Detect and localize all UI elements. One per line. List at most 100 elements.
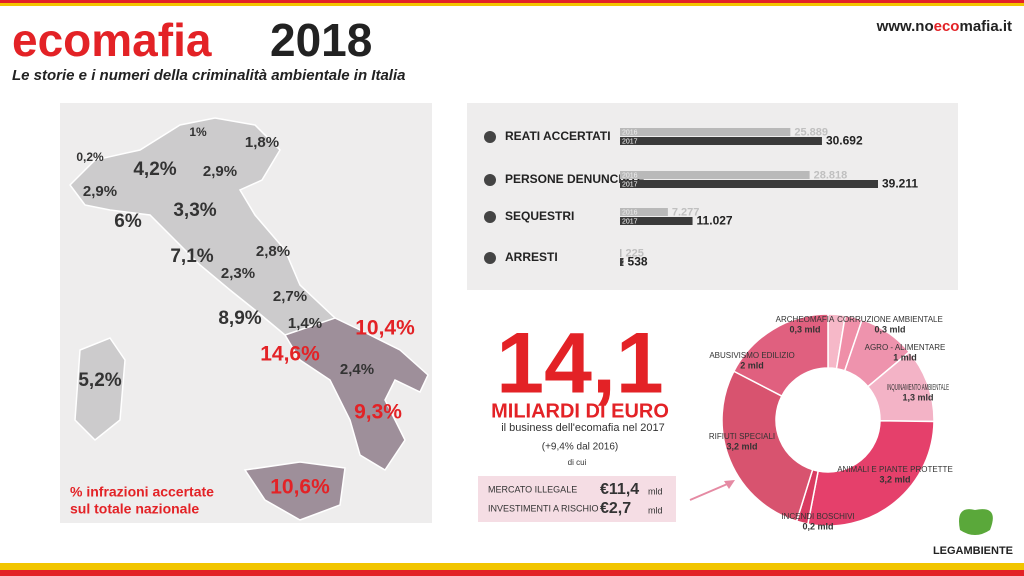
bar-2016 <box>620 171 810 179</box>
top-stripe-red <box>0 0 1024 3</box>
segment-value: 0,2 mld <box>802 521 833 531</box>
bar-value: 11.027 <box>697 214 733 228</box>
business-change: (+9,4% dal 2016) <box>542 442 618 453</box>
bar-value: 28.818 <box>814 169 848 181</box>
bar-value: 7.277 <box>672 206 700 218</box>
region-label: 7,1% <box>170 246 213 267</box>
segment-value: 0,3 mld <box>874 324 905 334</box>
segment-name: RIFIUTI SPECIALI <box>709 432 775 441</box>
region-label: 14,6% <box>260 343 320 366</box>
map-caption: sul totale nazionale <box>70 501 199 517</box>
bar-2017 <box>620 137 822 145</box>
bar-year: 2016 <box>622 129 638 136</box>
row-icon <box>484 131 496 143</box>
region-label: 1% <box>189 125 207 139</box>
region-label: 0,2% <box>76 150 104 164</box>
item-label: MERCATO ILLEGALE <box>488 484 577 494</box>
map-sicily <box>243 461 346 521</box>
bar-value: 25.889 <box>794 126 828 138</box>
region-label: 1,4% <box>288 315 322 332</box>
item-value: €2,7 <box>600 500 631 517</box>
segment-value: 3,2 mld <box>879 474 910 484</box>
business-di-cui: di cui <box>568 458 587 467</box>
region-label: 6% <box>114 211 142 232</box>
segment-name: INQUINAMENTO AMBIENTALE <box>887 383 949 392</box>
region-label: 4,2% <box>133 159 176 180</box>
arrow <box>689 481 733 501</box>
region-label: 2,3% <box>221 265 255 282</box>
title-a: ecomafia <box>12 14 212 66</box>
map-sardinia <box>74 337 126 442</box>
region-label: 9,3% <box>354 401 402 424</box>
segment-name: INCENDI BOSCHIVI <box>781 512 854 521</box>
business-amount: 14,1 <box>496 316 663 412</box>
region-label: 2,9% <box>83 183 117 200</box>
region-label: 5,2% <box>78 370 121 391</box>
url-part: eco <box>934 18 960 35</box>
bar-year: 2017 <box>622 218 638 225</box>
region-label: 2,9% <box>203 163 237 180</box>
item-value: €11,4 <box>600 481 639 498</box>
region-label: 1,8% <box>245 134 279 151</box>
bar-2016 <box>620 128 791 136</box>
logo-mark <box>959 509 993 535</box>
bar-value: 538 <box>628 255 648 269</box>
bar-year: 2016 <box>622 172 638 179</box>
segment-value: 0,3 mld <box>789 324 820 334</box>
row-label: PERSONE DENUNCIATE <box>505 172 645 186</box>
bar-value: 39.211 <box>882 177 918 191</box>
segment-value: 1 mld <box>893 352 917 362</box>
url: www.noecomafia.it <box>876 18 1012 35</box>
segment-name: ARCHEOMAFIA <box>776 315 835 324</box>
subtitle: Le storie e i numeri della criminalità a… <box>12 67 405 84</box>
row-icon <box>484 252 496 264</box>
bar-year: 2017 <box>622 259 638 266</box>
item-unit: mld <box>648 486 663 496</box>
segment-value: 1,3 mld <box>902 392 933 402</box>
map-caption: % infrazioni accertate <box>70 484 214 500</box>
segment-name: CORRUZIONE AMBIENTALE <box>837 315 943 324</box>
segment-name: ABUSIVISMO EDILIZIO <box>709 351 794 360</box>
item-label: INVESTIMENTI A RISCHIO <box>488 503 599 513</box>
item-unit: mld <box>648 505 663 515</box>
bar-value: 225 <box>625 247 643 259</box>
bar-2016 <box>620 249 622 257</box>
business-box <box>478 476 676 522</box>
bar-2016 <box>620 208 668 216</box>
url-part: www.no <box>876 18 934 35</box>
donut-segment <box>732 313 829 398</box>
bar-2017 <box>620 217 693 225</box>
bar-year: 2017 <box>622 138 638 145</box>
business-desc: il business dell'ecomafia nel 2017 <box>501 422 665 434</box>
region-label: 3,3% <box>173 200 216 221</box>
region-label: 2,4% <box>340 361 374 378</box>
region-label: 10,6% <box>270 476 330 499</box>
bar-year: 2016 <box>622 209 638 216</box>
business-unit: MILIARDI DI EURO <box>491 400 669 422</box>
bottom-stripe-red <box>0 570 1024 576</box>
logo-text: LEGAMBIENTE <box>933 545 1013 557</box>
region-label: 8,9% <box>218 308 261 329</box>
donut-segment <box>806 419 935 527</box>
url-part: mafia.it <box>959 18 1012 35</box>
bar-year: 2016 <box>622 250 638 257</box>
row-icon <box>484 174 496 186</box>
title-b: 2018 <box>270 14 372 66</box>
region-label: 2,8% <box>256 243 290 260</box>
segment-value: 2 mld <box>740 360 764 370</box>
arrow-head <box>724 480 735 489</box>
region-label: 2,7% <box>273 288 307 305</box>
bar-year: 2017 <box>622 181 638 188</box>
map-north-centre <box>69 117 337 341</box>
row-label: REATI ACCERTATI <box>505 129 611 143</box>
row-label: ARRESTI <box>505 250 558 264</box>
bar-2017 <box>620 180 878 188</box>
row-label: SEQUESTRI <box>505 209 574 223</box>
bar-value: 30.692 <box>826 134 863 148</box>
segment-value: 3,2 mld <box>726 441 757 451</box>
donut-segment <box>721 370 814 523</box>
bar-2017 <box>620 258 624 266</box>
map-south <box>283 317 429 472</box>
row-icon <box>484 211 496 223</box>
